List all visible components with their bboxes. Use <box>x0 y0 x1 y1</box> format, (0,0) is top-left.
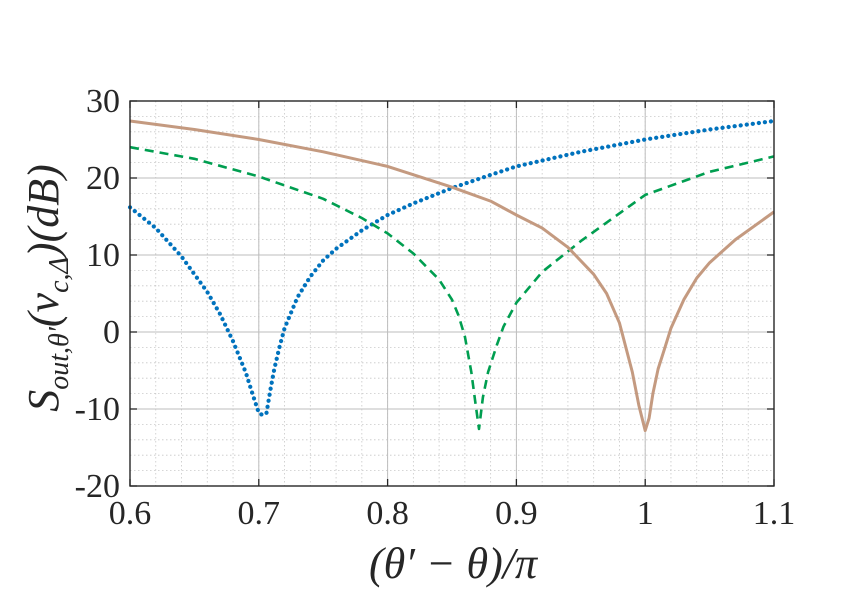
series-layer <box>127 118 777 433</box>
y-axis-title-tail: )(dB) <box>19 164 68 260</box>
minor-grid <box>129 100 775 487</box>
y-tick-label: 0 <box>103 314 120 351</box>
x-tick-label: 0.8 <box>366 495 409 532</box>
series-line-dashed <box>129 145 775 431</box>
y-axis-title-mid: (ν <box>19 292 68 327</box>
x-tick-label: 0.9 <box>495 495 538 532</box>
tick-marks <box>129 100 775 487</box>
x-axis-title: (θ′ − θ)/π <box>369 539 539 588</box>
y-tick-label: 30 <box>86 83 120 120</box>
x-tick-label: 0.7 <box>238 495 281 532</box>
y-axis-title-sub2: c,Δ <box>44 257 75 293</box>
y-axis-title-sub: out,θ′ <box>44 326 75 390</box>
y-tick-label: 10 <box>86 237 120 274</box>
y-axis-title: Sout,θ′(νc,Δ)(dB) <box>19 164 75 412</box>
x-tick-label: 0.6 <box>109 495 152 532</box>
y-tick-label: -10 <box>75 391 120 428</box>
series-line-solid <box>129 119 775 433</box>
x-tick-label: 1 <box>637 495 654 532</box>
y-tick-labels: -20 -10 0 10 20 30 <box>75 83 120 505</box>
y-tick-label: -20 <box>75 468 120 505</box>
major-grid <box>129 100 775 487</box>
series-line-dotted <box>127 118 777 418</box>
x-tick-labels: 0.6 0.7 0.8 0.9 1 1.1 <box>109 495 796 532</box>
x-tick-label: 1.1 <box>753 495 796 532</box>
plot-frame <box>129 100 775 487</box>
y-tick-label: 20 <box>86 160 120 197</box>
y-axis-title-main: S <box>19 390 68 412</box>
